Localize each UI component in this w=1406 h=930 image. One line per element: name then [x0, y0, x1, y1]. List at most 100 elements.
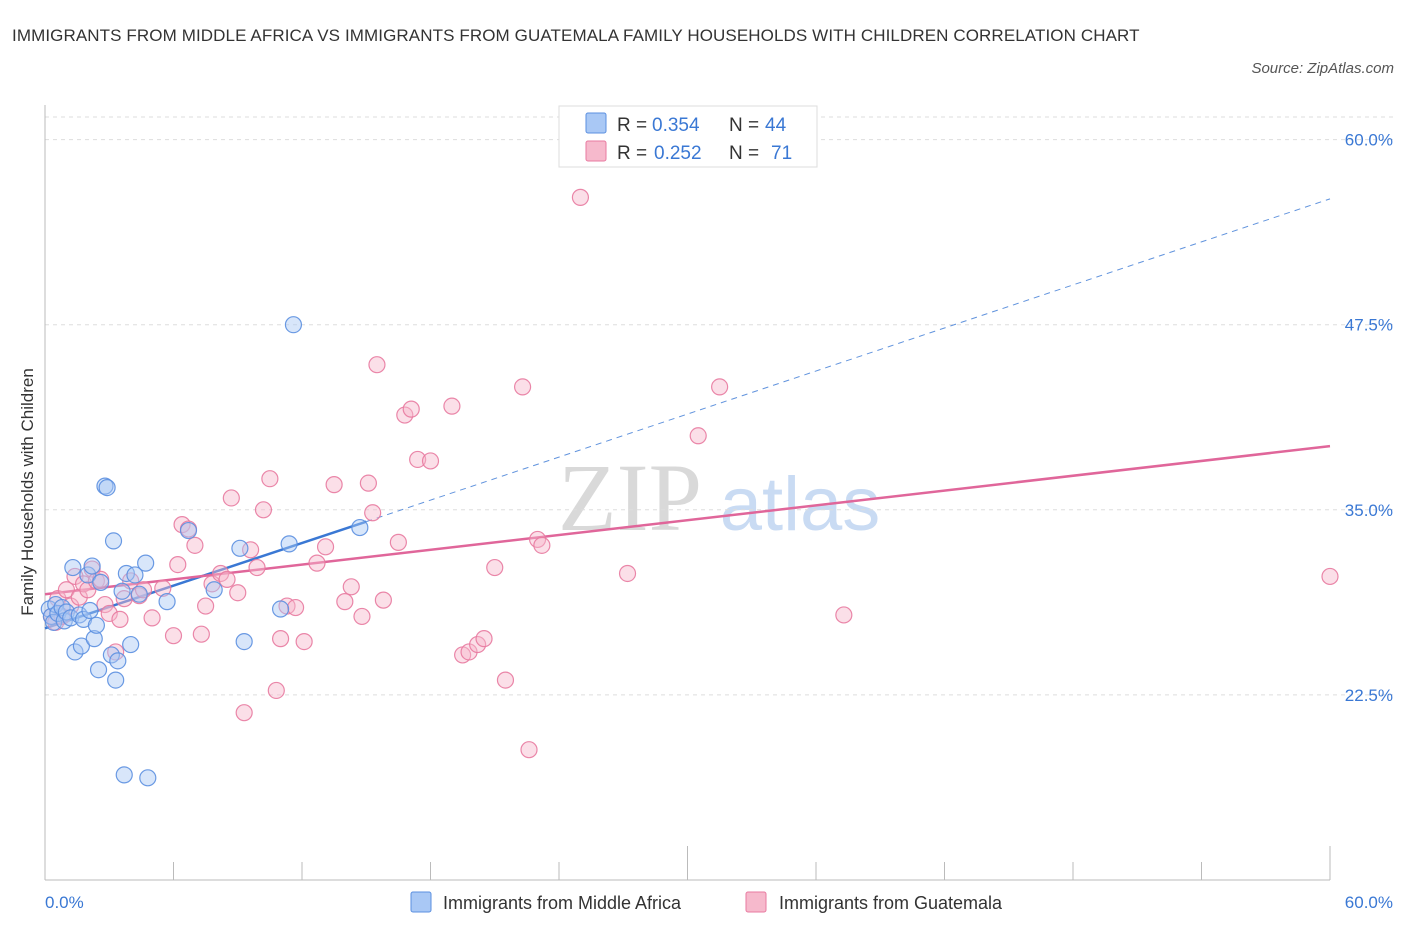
stats-r-value-2: 0.252: [654, 143, 702, 164]
point-middle-africa: [130, 585, 148, 603]
point-guatemala: [443, 397, 461, 415]
point-guatemala: [235, 704, 253, 722]
point-middle-africa: [280, 535, 298, 553]
trend-lines: [44, 198, 1331, 630]
point-guatemala: [186, 536, 204, 554]
point-guatemala: [571, 188, 590, 206]
stats-r-value-1: 0.354: [652, 115, 700, 136]
point-guatemala: [475, 630, 493, 648]
point-middle-africa: [102, 646, 120, 664]
bottom-legend: Immigrants from Middle Africa Immigrants…: [410, 891, 1003, 913]
point-guatemala: [336, 593, 354, 611]
point-guatemala: [368, 356, 386, 374]
point-guatemala: [496, 671, 515, 689]
point-guatemala: [618, 564, 637, 583]
stats-n-value-2: 71: [771, 143, 792, 164]
point-guatemala: [229, 584, 247, 602]
point-guatemala: [267, 681, 285, 700]
point-guatemala: [212, 564, 230, 583]
point-guatemala: [111, 610, 129, 628]
point-middle-africa: [98, 478, 116, 497]
point-guatemala: [359, 474, 377, 492]
point-middle-africa: [89, 661, 108, 679]
point-middle-africa: [66, 643, 84, 661]
point-guatemala: [389, 533, 407, 551]
legend-label-blue[interactable]: Immigrants from Middle Africa: [443, 893, 682, 913]
point-guatemala: [364, 504, 382, 522]
stats-swatch-pink: [585, 140, 607, 162]
point-middle-africa: [87, 616, 106, 634]
stats-r-label-2: R =: [617, 143, 647, 164]
point-guatemala: [295, 632, 313, 651]
point-middle-africa: [109, 652, 127, 670]
point-guatemala: [100, 604, 118, 623]
point-guatemala: [469, 635, 487, 654]
x-tick-label-max: 60.0%: [1345, 893, 1393, 912]
stats-swatch-blue: [585, 112, 607, 134]
point-guatemala: [192, 625, 210, 643]
y-tick-label: 22.5%: [1345, 686, 1393, 705]
stats-n-label-1: N =: [729, 115, 759, 136]
watermark-atlas: atlas: [720, 462, 881, 547]
point-middle-africa: [126, 566, 144, 584]
point-guatemala: [218, 570, 236, 589]
point-guatemala: [164, 627, 183, 645]
point-middle-africa: [81, 601, 99, 620]
point-middle-africa: [158, 593, 176, 611]
point-guatemala: [197, 597, 215, 615]
legend-swatch-blue[interactable]: [410, 891, 432, 913]
point-guatemala: [96, 595, 114, 614]
point-guatemala: [286, 598, 305, 617]
point-guatemala: [520, 741, 538, 759]
point-guatemala: [1321, 567, 1339, 586]
point-middle-africa: [44, 613, 63, 631]
point-guatemala: [308, 554, 326, 572]
point-guatemala: [261, 470, 279, 488]
point-middle-africa: [351, 518, 369, 537]
point-guatemala: [353, 607, 371, 626]
stats-legend: R = 0.354 N = 44 R = 0.252 N = 71: [558, 105, 818, 168]
stats-r-label-1: R =: [617, 115, 647, 136]
point-guatemala: [57, 581, 76, 599]
axes: 22.5% 35.0% 47.5% 60.0%: [44, 105, 1393, 881]
point-middle-africa: [137, 554, 155, 572]
point-guatemala: [325, 476, 343, 494]
source-label: Source: ZipAtlas.com: [1251, 60, 1394, 77]
chart-title: IMMIGRANTS FROM MIDDLE AFRICA VS IMMIGRA…: [12, 26, 1140, 45]
point-middle-africa: [79, 566, 97, 584]
data-points: [40, 188, 1339, 787]
point-middle-africa: [284, 316, 303, 334]
point-middle-africa: [115, 766, 133, 784]
stats-n-label-2: N =: [729, 143, 759, 164]
point-guatemala: [835, 606, 853, 624]
x-tick-label-min: 0.0%: [45, 893, 84, 912]
point-middle-africa: [85, 630, 103, 648]
point-middle-africa: [271, 600, 290, 618]
point-guatemala: [271, 630, 290, 648]
point-middle-africa: [64, 558, 82, 577]
point-guatemala: [254, 501, 273, 519]
point-guatemala: [402, 400, 420, 418]
y-tick-label: 60.0%: [1345, 131, 1393, 150]
point-guatemala: [533, 536, 551, 554]
point-guatemala: [222, 489, 240, 507]
point-guatemala: [154, 579, 172, 597]
point-guatemala: [248, 558, 266, 577]
point-middle-africa: [205, 581, 223, 599]
trend-line-middle-africa-projection: [366, 198, 1331, 523]
point-guatemala: [409, 450, 427, 469]
point-guatemala: [711, 378, 729, 396]
legend-label-pink[interactable]: Immigrants from Guatemala: [779, 893, 1003, 913]
point-guatemala: [242, 541, 260, 559]
trend-line-guatemala: [44, 444, 1331, 596]
point-guatemala: [421, 452, 440, 470]
y-axis-label: Family Households with Children: [18, 368, 37, 616]
point-middle-africa: [117, 564, 135, 583]
legend-swatch-pink[interactable]: [745, 891, 767, 913]
point-middle-africa: [139, 769, 157, 787]
point-guatemala: [689, 427, 707, 445]
point-middle-africa: [92, 573, 110, 591]
point-guatemala: [396, 406, 414, 424]
point-guatemala: [169, 555, 187, 574]
point-middle-africa: [231, 539, 249, 557]
